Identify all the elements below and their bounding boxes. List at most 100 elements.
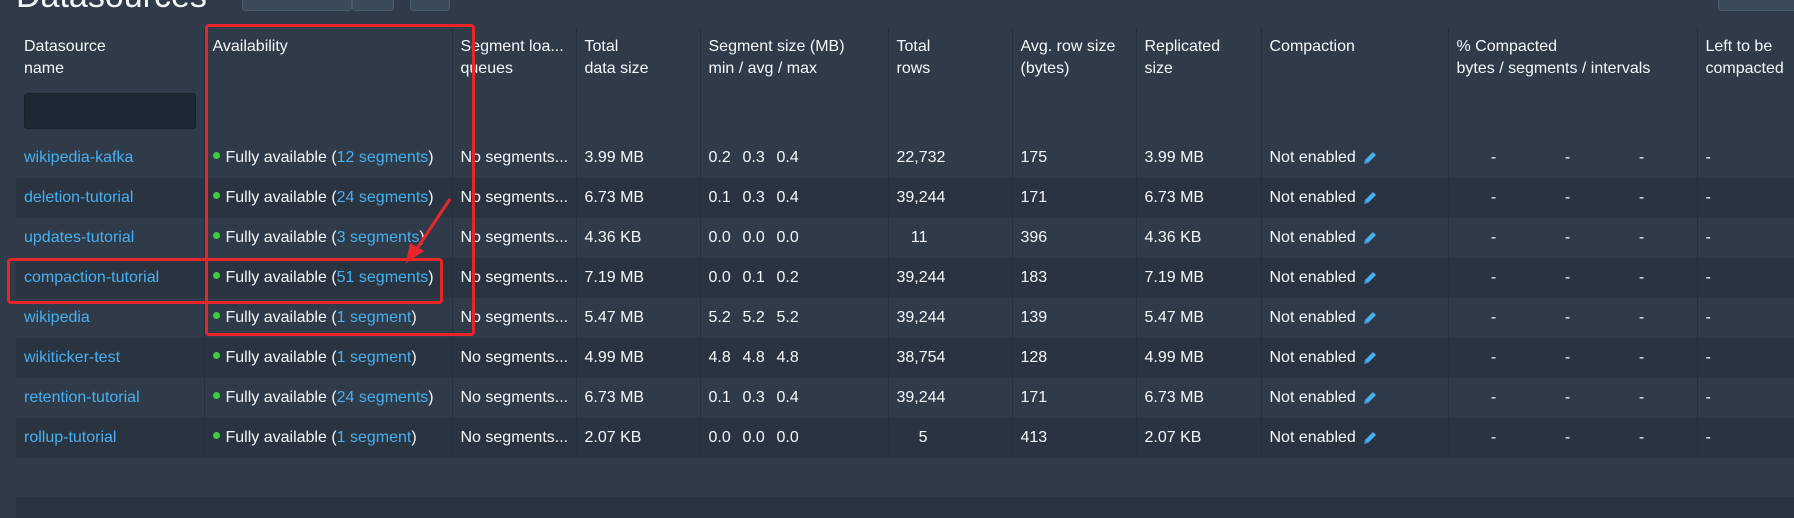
left-to-compact-cell: - bbox=[1697, 338, 1794, 378]
pencil-icon[interactable] bbox=[1362, 430, 1378, 446]
datasources-table: Datasource name Availability Segment loa.… bbox=[16, 28, 1794, 518]
header-total-data-size[interactable]: Total data size bbox=[576, 28, 701, 83]
segments-link[interactable]: 12 segments bbox=[336, 149, 429, 166]
left-to-compact-cell: - bbox=[1697, 298, 1794, 338]
datasource-name-link[interactable]: wikipedia bbox=[24, 309, 90, 326]
segments-link[interactable]: 24 segments bbox=[336, 389, 429, 406]
empty-row bbox=[16, 497, 1794, 518]
header-left-to-be-compacted[interactable]: Left to be compacted bbox=[1697, 28, 1794, 83]
segments-link[interactable]: 1 segment bbox=[336, 309, 412, 326]
status-dot bbox=[212, 352, 220, 360]
avg-row-size-cell: 175 bbox=[1012, 138, 1137, 178]
percent-compacted-cell: --- bbox=[1448, 138, 1698, 178]
compaction-cell[interactable]: Not enabled bbox=[1261, 418, 1449, 458]
replicated-size-cell: 4.36 KB bbox=[1136, 218, 1262, 258]
pencil-icon[interactable] bbox=[1362, 270, 1378, 286]
compaction-cell[interactable]: Not enabled bbox=[1261, 258, 1449, 298]
datasource-name-link[interactable]: compaction-tutorial bbox=[24, 269, 160, 286]
left-to-compact-cell: - bbox=[1697, 378, 1794, 418]
table-row: wikipedia Fully available (1 segment) No s… bbox=[16, 298, 1794, 338]
compaction-cell[interactable]: Not enabled bbox=[1261, 218, 1449, 258]
toolbar-button[interactable] bbox=[242, 0, 352, 11]
total-rows-cell: 39,244 bbox=[888, 178, 1013, 218]
load-queue-cell: No segments... bbox=[452, 338, 577, 378]
datasource-name-link[interactable]: rollup-tutorial bbox=[24, 429, 117, 446]
availability-cell: Fully available (12 segments) bbox=[204, 138, 453, 178]
segments-link[interactable]: 1 segment bbox=[336, 429, 412, 446]
pencil-icon[interactable] bbox=[1362, 150, 1378, 166]
availability-cell: Fully available (1 segment) bbox=[204, 338, 453, 378]
replicated-size-cell: 4.99 MB bbox=[1136, 338, 1262, 378]
left-to-compact-cell: - bbox=[1697, 258, 1794, 298]
total-rows-cell: 39,244 bbox=[888, 378, 1013, 418]
header-segment-size[interactable]: Segment size (MB) min / avg / max bbox=[700, 28, 889, 83]
header-percent-compacted[interactable]: % Compacted bytes / segments / intervals bbox=[1448, 28, 1698, 83]
table-row: rollup-tutorial Fully available (1 segmen… bbox=[16, 418, 1794, 458]
compaction-cell[interactable]: Not enabled bbox=[1261, 338, 1449, 378]
segments-link[interactable]: 3 segments bbox=[336, 229, 420, 246]
pencil-icon[interactable] bbox=[1362, 190, 1378, 206]
load-queue-cell: No segments... bbox=[452, 298, 577, 338]
replicated-size-cell: 6.73 MB bbox=[1136, 178, 1262, 218]
segments-link[interactable]: 24 segments bbox=[336, 189, 429, 206]
filter-row bbox=[16, 83, 1794, 138]
table-row: retention-tutorial Fully available (24 se… bbox=[16, 378, 1794, 418]
header-compaction[interactable]: Compaction bbox=[1261, 28, 1449, 83]
status-dot bbox=[212, 152, 220, 160]
status-dot bbox=[212, 312, 220, 320]
datasource-name-link[interactable]: updates-tutorial bbox=[24, 229, 135, 246]
segment-size-cell: 0.0 0.1 0.2 bbox=[700, 258, 889, 298]
total-rows-cell: 39,244 bbox=[888, 298, 1013, 338]
segments-link[interactable]: 1 segment bbox=[336, 349, 412, 366]
replicated-size-cell: 6.73 MB bbox=[1136, 378, 1262, 418]
pencil-icon[interactable] bbox=[1362, 310, 1378, 326]
percent-compacted-cell: --- bbox=[1448, 338, 1698, 378]
avg-row-size-cell: 139 bbox=[1012, 298, 1137, 338]
compaction-cell[interactable]: Not enabled bbox=[1261, 138, 1449, 178]
segment-size-cell: 0.1 0.3 0.4 bbox=[700, 378, 889, 418]
total-size-cell: 3.99 MB bbox=[576, 138, 701, 178]
compaction-cell[interactable]: Not enabled bbox=[1261, 298, 1449, 338]
datasource-filter-input[interactable] bbox=[24, 92, 196, 129]
total-size-cell: 6.73 MB bbox=[576, 178, 701, 218]
avg-row-size-cell: 413 bbox=[1012, 418, 1137, 458]
datasource-name-link[interactable]: wikiticker-test bbox=[24, 349, 121, 366]
pencil-icon[interactable] bbox=[1362, 230, 1378, 246]
compaction-cell[interactable]: Not enabled bbox=[1261, 378, 1449, 418]
status-dot bbox=[212, 232, 220, 240]
table-row: wikiticker-test Fully available (1 segmen… bbox=[16, 338, 1794, 378]
total-size-cell: 4.99 MB bbox=[576, 338, 701, 378]
header-datasource-name[interactable]: Datasource name bbox=[16, 28, 205, 83]
segment-size-cell: 0.0 0.0 0.0 bbox=[700, 218, 889, 258]
page-title: Datasources bbox=[16, 0, 207, 16]
segment-size-cell: 0.1 0.3 0.4 bbox=[700, 178, 889, 218]
segments-link[interactable]: 51 segments bbox=[336, 269, 429, 286]
header-replicated-size[interactable]: Replicated size bbox=[1136, 28, 1262, 83]
status-dot bbox=[212, 192, 220, 200]
left-to-compact-cell: - bbox=[1697, 138, 1794, 178]
pencil-icon[interactable] bbox=[1362, 350, 1378, 366]
header-segment-load-queues[interactable]: Segment loa... queues bbox=[452, 28, 577, 83]
datasource-name-link[interactable]: deletion-tutorial bbox=[24, 189, 134, 206]
columns-button[interactable] bbox=[1718, 0, 1794, 11]
table-row: wikipedia-kafka Fully available (12 segme… bbox=[16, 138, 1794, 178]
datasource-name-link[interactable]: wikipedia-kafka bbox=[24, 149, 134, 166]
header-total-rows[interactable]: Total rows bbox=[888, 28, 1013, 83]
table-row: updates-tutorial Fully available (3 segme… bbox=[16, 218, 1794, 258]
total-size-cell: 2.07 KB bbox=[576, 418, 701, 458]
toolbar-dropdown-button[interactable] bbox=[352, 0, 394, 11]
avg-row-size-cell: 171 bbox=[1012, 178, 1137, 218]
datasource-name-link[interactable]: retention-tutorial bbox=[24, 389, 140, 406]
compaction-cell[interactable]: Not enabled bbox=[1261, 178, 1449, 218]
load-queue-cell: No segments... bbox=[452, 258, 577, 298]
pencil-icon[interactable] bbox=[1362, 390, 1378, 406]
avg-row-size-cell: 183 bbox=[1012, 258, 1137, 298]
header-availability[interactable]: Availability bbox=[204, 28, 453, 83]
total-size-cell: 5.47 MB bbox=[576, 298, 701, 338]
avg-row-size-cell: 171 bbox=[1012, 378, 1137, 418]
total-size-cell: 4.36 KB bbox=[576, 218, 701, 258]
availability-cell: Fully available (51 segments) bbox=[204, 258, 453, 298]
refresh-button[interactable] bbox=[410, 0, 450, 11]
header-avg-row-size[interactable]: Avg. row size (bytes) bbox=[1012, 28, 1137, 83]
total-size-cell: 6.73 MB bbox=[576, 378, 701, 418]
